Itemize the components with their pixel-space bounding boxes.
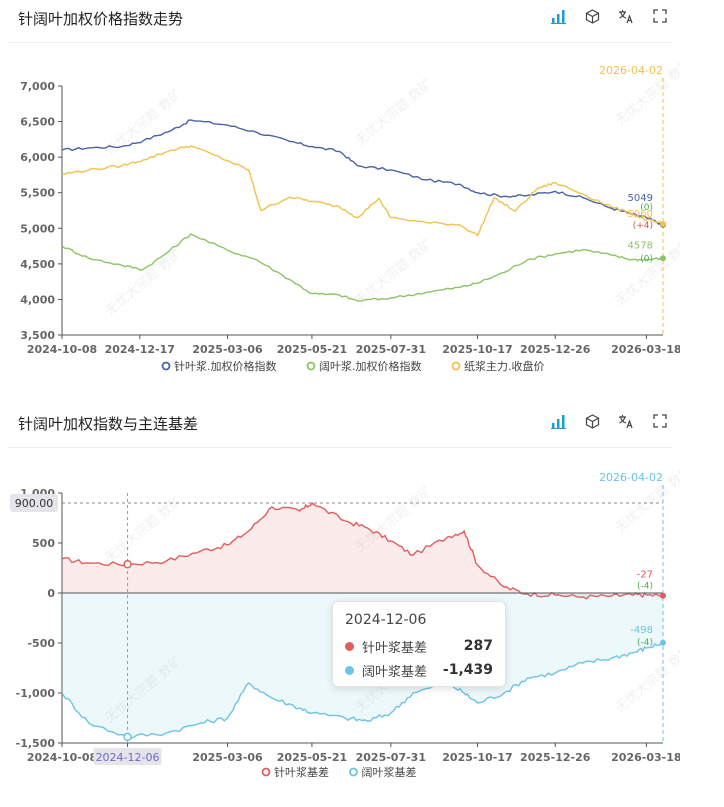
- series-end-change: (+4): [633, 221, 653, 231]
- x-tick-label: 2025-05-21: [277, 343, 347, 356]
- tooltip-series-name: 针叶浆基差: [362, 640, 428, 656]
- series-end-label: 4578: [628, 240, 653, 251]
- watermark-text: 无忧大宗题 数矿: [352, 76, 435, 149]
- series-area: [62, 503, 663, 599]
- x-tick-label: 2025-03-06: [192, 751, 263, 764]
- series-dot: [345, 665, 354, 675]
- cube-icon[interactable]: [584, 413, 600, 429]
- x-tick-label: 2024-10-08: [27, 751, 97, 764]
- series-line: [61, 145, 664, 237]
- watermark-text: 无忧大宗题 数矿: [102, 86, 185, 159]
- chart-tooltip: 2024-12-06 针叶浆基差 287 阔叶浆基差 -1,439: [332, 601, 506, 687]
- x-tick-label: 2026-03-18: [611, 751, 680, 764]
- y-tick-label: 6,500: [20, 116, 55, 129]
- series-end-point: [660, 639, 666, 646]
- series-end-point: [660, 592, 666, 599]
- bar-chart-icon[interactable]: [550, 413, 566, 429]
- x-tick-label: 2025-12-26: [520, 751, 591, 764]
- legend-marker: [451, 361, 461, 371]
- x-tick-label: 2024-12-06: [96, 751, 160, 764]
- y-tick-label: 4,000: [20, 293, 55, 306]
- watermark-text: 无忧大宗题 数矿: [102, 493, 185, 566]
- legend-label: 阔叶浆基差: [362, 765, 417, 779]
- crosshair-point: [123, 560, 132, 569]
- tooltip-row: 阔叶浆基差 -1,439: [345, 660, 493, 680]
- chart-toolbar: [550, 8, 668, 24]
- price-index-chart: 3,500 4,000 4,500 5,000 5,500 6,000 6,500 7,000…: [20, 56, 680, 373]
- series-end-change: (-4): [637, 638, 653, 648]
- x-tick-label: 2025-07-31: [356, 343, 426, 356]
- x-tick-label: 2025-07-31: [356, 751, 426, 764]
- series-end-label: 5060: [628, 209, 653, 220]
- series-line: [61, 119, 664, 226]
- y-tick-label: 7,000: [20, 80, 55, 93]
- bar-chart-icon[interactable]: [550, 8, 566, 24]
- fullscreen-icon[interactable]: [652, 8, 668, 24]
- y-tick-label: 3,500: [20, 329, 55, 342]
- y-tick-label: -500: [27, 637, 55, 650]
- legend-marker: [261, 767, 271, 777]
- series-line: [61, 501, 664, 600]
- x-highlight-box: [93, 748, 162, 765]
- y-tick-label: 500: [32, 537, 55, 550]
- y-tick-label: -1,500: [16, 737, 56, 750]
- reference-label-box: [10, 494, 58, 512]
- series-end-point: [660, 255, 666, 262]
- watermark-text: 无忧大宗题 数矿: [102, 246, 185, 319]
- title-divider: [8, 42, 672, 43]
- tooltip-series-value: -1,439: [442, 662, 493, 678]
- y-tick-label: 0: [47, 587, 55, 600]
- series-line: [61, 233, 664, 302]
- reference-label: 900.00: [15, 497, 54, 510]
- x-tick-label: 2024-10-08: [27, 343, 97, 356]
- series-end-change: (0): [640, 203, 653, 213]
- title-divider: [8, 447, 672, 448]
- price-index-panel: 针阔叶加权价格指数走势 3,500 4,000 4,500 5,000 5,500 6,0…: [0, 0, 680, 392]
- legend-label: 纸浆主力.收盘价: [464, 359, 545, 373]
- y-tick-label: 5,500: [20, 187, 55, 200]
- tooltip-date: 2024-12-06: [345, 612, 427, 628]
- tooltip-series-name: 阔叶浆基差: [362, 664, 428, 680]
- date-marker-label: 2026-04-02: [599, 64, 663, 77]
- series-end-point: [660, 221, 666, 228]
- legend-marker: [161, 361, 171, 371]
- tooltip-row: 针叶浆基差 287: [345, 636, 493, 656]
- x-tick-label: 2026-03-18: [611, 343, 680, 356]
- x-tick-label: 2025-10-17: [442, 751, 512, 764]
- legend-label: 针叶浆基差: [274, 765, 329, 779]
- legend-marker: [349, 767, 358, 777]
- panel-title: 针阔叶加权指数与主连基差: [18, 415, 199, 433]
- x-tick-label: 2025-10-17: [442, 343, 512, 356]
- translate-icon[interactable]: [618, 413, 634, 429]
- y-tick-label: 4,500: [20, 258, 55, 271]
- series-end-label: -498: [630, 625, 653, 636]
- chart-toolbar: [550, 413, 668, 429]
- tooltip-series-value: 287: [463, 638, 493, 654]
- x-tick-label: 2025-12-26: [520, 343, 591, 356]
- series-end-change: (0): [640, 254, 653, 264]
- series-end-label: -27: [637, 570, 653, 581]
- legend-label: 针叶浆.加权价格指数: [174, 359, 277, 373]
- series-dot: [345, 641, 354, 651]
- legend-label: 阔叶浆.加权价格指数: [319, 359, 422, 373]
- y-tick-label: 5,000: [20, 222, 55, 235]
- y-tick-label: 6,000: [20, 151, 55, 164]
- panel-title: 针阔叶加权价格指数走势: [18, 10, 184, 28]
- x-tick-label: 2025-03-06: [192, 343, 263, 356]
- series-end-change: (-4): [637, 582, 653, 592]
- crosshair-point: [123, 732, 132, 742]
- date-marker-label: 2026-04-02: [599, 471, 663, 484]
- fullscreen-icon[interactable]: [652, 413, 668, 429]
- series-end-label: 5049: [628, 193, 653, 204]
- translate-icon[interactable]: [618, 8, 634, 24]
- x-tick-label: 2024-12-17: [105, 343, 175, 356]
- cube-icon[interactable]: [584, 8, 600, 24]
- x-tick-label: 2025-05-21: [277, 751, 347, 764]
- legend-marker: [306, 361, 316, 371]
- y-tick-label: -1,000: [16, 687, 56, 700]
- series-line: [61, 642, 664, 739]
